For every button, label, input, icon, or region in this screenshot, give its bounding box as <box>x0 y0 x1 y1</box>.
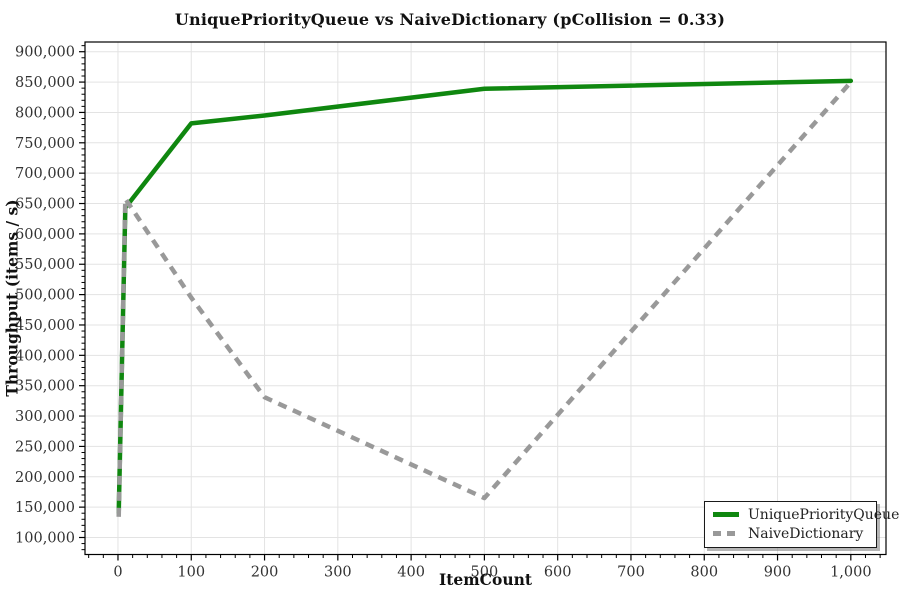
svg-text:350,000: 350,000 <box>15 379 75 395</box>
svg-text:800: 800 <box>690 565 718 581</box>
svg-text:150,000: 150,000 <box>15 500 75 516</box>
svg-text:100,000: 100,000 <box>15 530 75 546</box>
svg-text:300,000: 300,000 <box>15 409 75 425</box>
svg-text:300: 300 <box>324 565 352 581</box>
svg-text:450,000: 450,000 <box>15 318 75 334</box>
svg-text:800,000: 800,000 <box>15 105 75 121</box>
svg-text:500: 500 <box>471 565 499 581</box>
svg-text:850,000: 850,000 <box>15 75 75 91</box>
x-axis-label: ItemCount <box>438 570 533 589</box>
svg-text:650,000: 650,000 <box>15 197 75 213</box>
svg-text:200: 200 <box>251 565 279 581</box>
legend: UniquePriorityQueue NaiveDictionary <box>704 501 899 548</box>
svg-text:700,000: 700,000 <box>15 166 75 182</box>
legend-swatch-dashed-line-icon <box>713 531 739 536</box>
svg-text:1,000: 1,000 <box>830 565 872 581</box>
svg-text:600: 600 <box>544 565 572 581</box>
svg-text:600,000: 600,000 <box>15 227 75 243</box>
legend-item-naivedictionary: NaiveDictionary <box>713 524 870 543</box>
svg-text:100: 100 <box>177 565 205 581</box>
svg-text:200,000: 200,000 <box>15 470 75 486</box>
svg-text:900: 900 <box>764 565 792 581</box>
svg-text:0: 0 <box>113 565 122 581</box>
svg-text:750,000: 750,000 <box>15 136 75 152</box>
legend-label-uniquepriorityqueue: UniquePriorityQueue <box>748 506 900 523</box>
legend-label-naivedictionary: NaiveDictionary <box>748 525 864 542</box>
legend-item-uniquepriorityqueue: UniquePriorityQueue <box>713 505 899 524</box>
svg-text:250,000: 250,000 <box>15 439 75 455</box>
svg-text:550,000: 550,000 <box>15 257 75 273</box>
chart-title: UniquePriorityQueue vs NaiveDictionary (… <box>174 10 726 29</box>
svg-text:900,000: 900,000 <box>15 45 75 61</box>
legend-swatch-solid-line-icon <box>713 512 739 517</box>
svg-text:700: 700 <box>617 565 645 581</box>
svg-text:400: 400 <box>397 565 425 581</box>
y-axis-label: Throughput (items / s) <box>2 199 22 397</box>
svg-text:400,000: 400,000 <box>15 348 75 364</box>
svg-text:500,000: 500,000 <box>15 288 75 304</box>
